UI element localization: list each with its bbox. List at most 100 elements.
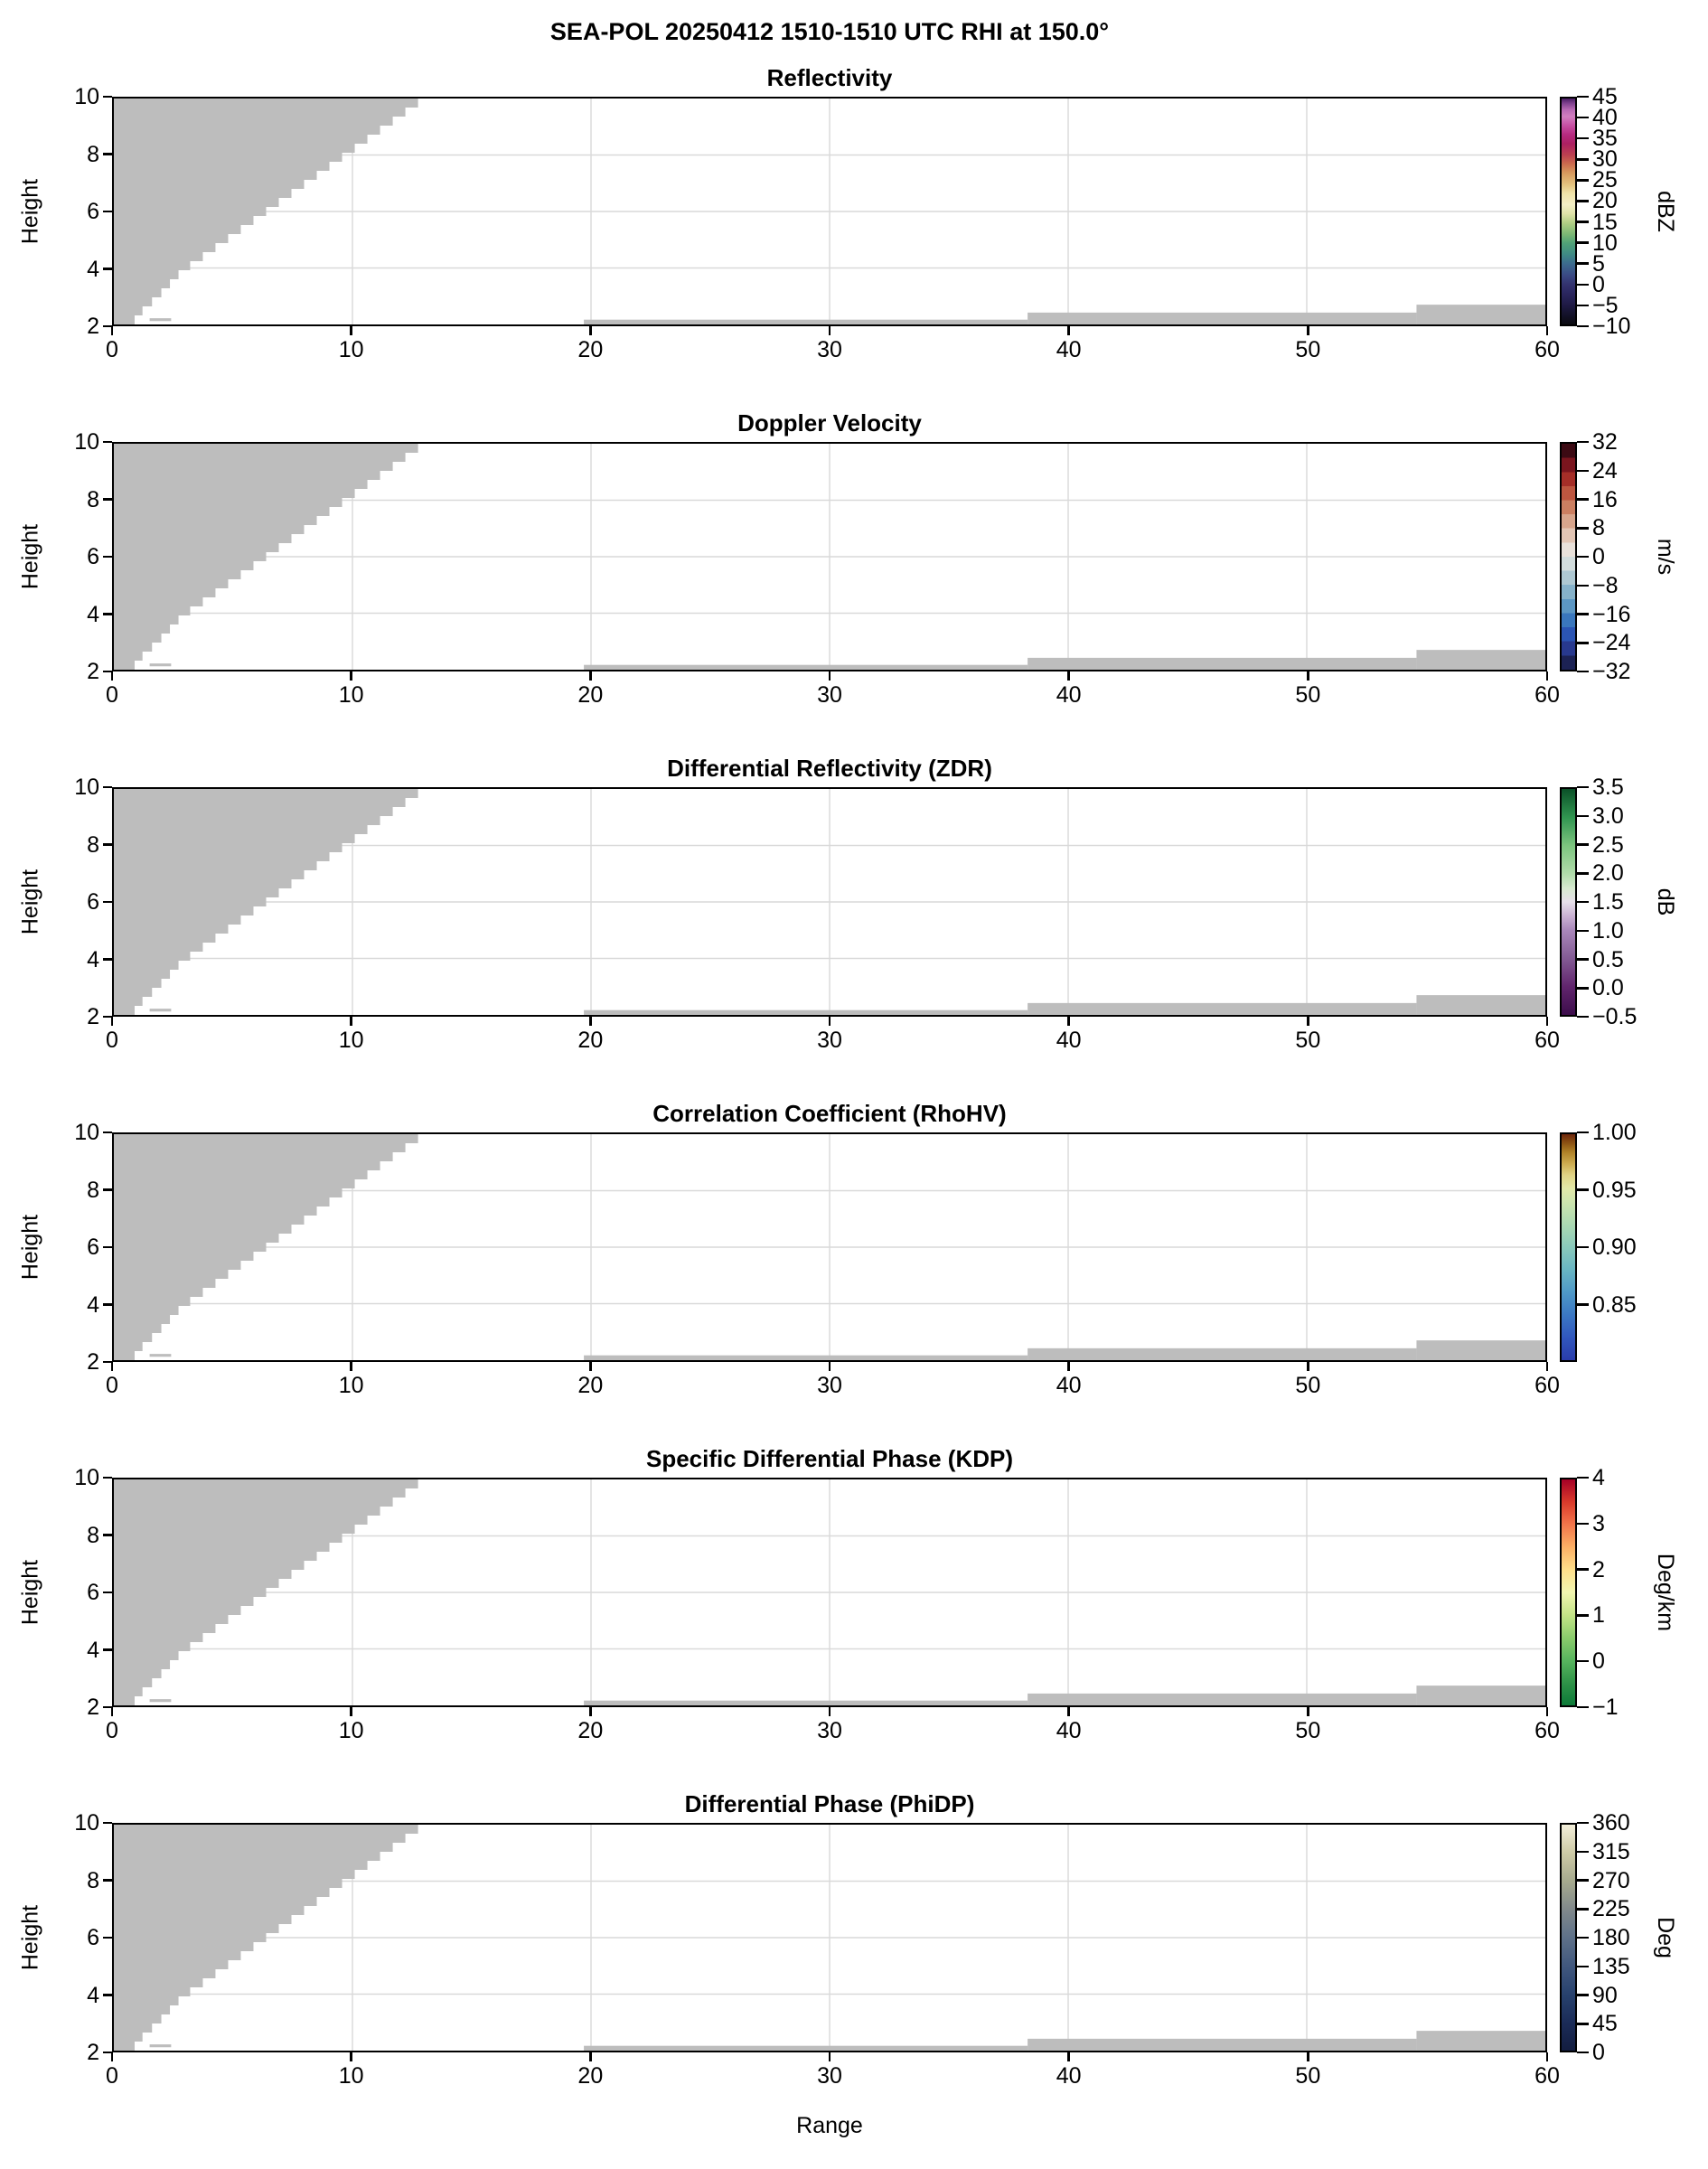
x-tick-label: 20 <box>577 2063 604 2089</box>
colorbar <box>1560 97 1577 326</box>
y-tick-label: 6 <box>87 1235 99 1260</box>
colorbar-tick-mark <box>1577 670 1589 673</box>
y-tick-label: 10 <box>74 84 99 109</box>
colorbar-tick-label: 0 <box>1592 2040 1605 2065</box>
x-tick-mark <box>1067 1362 1070 1371</box>
y-tick-mark <box>103 498 112 501</box>
colorbar <box>1560 787 1577 1017</box>
x-tick-label: 30 <box>817 1373 842 1398</box>
colorbar-tick-mark <box>1577 1614 1589 1617</box>
x-tick-mark <box>1067 326 1070 335</box>
x-tick-mark <box>828 326 831 335</box>
no-data-strip-mask <box>1028 2038 1417 2051</box>
figure-suptitle: SEA-POL 20250412 1510-1510 UTC RHI at 15… <box>549 18 1110 45</box>
colorbar-tick-mark <box>1577 642 1589 644</box>
y-tick-label: 4 <box>87 256 99 282</box>
colorbar-tick-mark <box>1577 469 1589 472</box>
colorbar-tick-mark <box>1577 1850 1589 1853</box>
colorbar-tick-label: 1.00 <box>1592 1120 1637 1145</box>
colorbar-tick-mark <box>1577 2023 1589 2025</box>
y-tick-mark <box>103 210 112 213</box>
colorbar <box>1560 442 1577 671</box>
x-tick-label: 40 <box>1056 337 1082 362</box>
x-tick-mark <box>110 2052 114 2061</box>
x-tick-mark <box>1545 1017 1549 1026</box>
colorbar-tick-label: −32 <box>1592 659 1631 684</box>
y-tick-mark <box>103 843 112 846</box>
colorbar-tick-label: 15 <box>1592 209 1618 235</box>
x-tick-label: 60 <box>1534 1718 1560 1743</box>
x-tick-mark <box>350 671 352 681</box>
plot-area <box>112 787 1547 1017</box>
plot-area <box>112 1132 1547 1362</box>
colorbar-tick-label: 1 <box>1592 1602 1605 1629</box>
colorbar-tick-label: 0.95 <box>1592 1177 1637 1203</box>
colorbar-tick-mark <box>1577 1936 1589 1939</box>
no-data-strip-mask <box>584 319 1028 324</box>
colorbar-tick-mark <box>1577 1188 1589 1191</box>
x-tick-label: 10 <box>338 1718 364 1743</box>
x-tick-mark <box>1545 1707 1549 1716</box>
colorbar-unit-label: dB <box>1653 887 1678 916</box>
no-data-strip-mask <box>584 664 1028 670</box>
x-tick-mark <box>1307 1362 1309 1371</box>
y-tick-mark <box>103 958 112 961</box>
no-data-strip-mask <box>1416 2031 1545 2051</box>
y-axis-label: Height <box>17 1214 43 1281</box>
x-tick-label: 10 <box>338 682 364 708</box>
colorbar <box>1560 1478 1577 1707</box>
no-data-wedge-mask <box>114 444 418 670</box>
no-data-strip-mask <box>1416 1340 1545 1360</box>
x-tick-label: 40 <box>1056 2063 1082 2089</box>
colorbar-tick-mark <box>1577 304 1589 307</box>
y-axis-label: Height <box>17 178 43 245</box>
no-data-wedge-mask <box>114 1825 418 2051</box>
colorbar-tick-mark <box>1577 785 1589 789</box>
no-data-strip-mask <box>584 1700 1028 1705</box>
colorbar-tick-mark <box>1577 1659 1589 1663</box>
subplot-title: Doppler Velocity <box>737 409 922 437</box>
y-tick-mark <box>103 1245 112 1249</box>
subplot-title: Specific Differential Phase (KDP) <box>646 1445 1013 1472</box>
y-tick-label: 10 <box>74 775 99 800</box>
subplot-title: Reflectivity <box>766 64 893 91</box>
no-data-wedge-mask <box>114 99 418 324</box>
y-tick-mark <box>103 1188 112 1191</box>
colorbar-tick-label: 270 <box>1592 1867 1630 1893</box>
no-data-strip-mask <box>584 2045 1028 2051</box>
x-tick-mark <box>1307 1707 1309 1716</box>
y-tick-mark <box>103 613 112 615</box>
colorbar-tick-label: 45 <box>1592 2011 1618 2037</box>
no-data-wedge-mask <box>114 1479 418 1705</box>
colorbar-tick-mark <box>1577 872 1589 875</box>
y-tick-mark <box>103 1131 112 1134</box>
colorbar-tick-label: 25 <box>1592 167 1618 193</box>
x-tick-mark <box>589 671 592 681</box>
x-tick-mark <box>1307 326 1309 335</box>
y-tick-mark <box>103 555 112 559</box>
no-data-speck-mask <box>149 1699 172 1703</box>
x-tick-mark <box>110 1017 114 1026</box>
x-tick-label: 10 <box>338 1028 364 1053</box>
x-tick-mark <box>1307 671 1309 681</box>
x-tick-mark <box>1545 326 1549 335</box>
y-tick-label: 10 <box>74 1120 99 1145</box>
y-tick-label: 6 <box>87 1925 99 1950</box>
x-tick-mark <box>828 1017 831 1026</box>
y-tick-mark <box>103 1821 112 1825</box>
x-tick-label: 20 <box>577 682 604 708</box>
y-tick-mark <box>103 1879 112 1882</box>
colorbar-tick-mark <box>1577 498 1589 501</box>
x-tick-mark <box>350 1362 352 1371</box>
colorbar-tick-mark <box>1577 1131 1589 1134</box>
x-tick-label: 0 <box>106 2063 118 2089</box>
colorbar-tick-mark <box>1577 584 1589 587</box>
colorbar-tick-label: 3 <box>1592 1510 1605 1536</box>
y-tick-mark <box>103 1303 112 1306</box>
plot-canvas <box>114 444 1545 670</box>
no-data-strip-mask <box>1028 1347 1417 1360</box>
x-tick-mark <box>828 2052 831 2061</box>
colorbar-tick-mark <box>1577 136 1589 140</box>
y-tick-label: 4 <box>87 1291 99 1318</box>
colorbar-tick-label: −5 <box>1592 292 1619 318</box>
